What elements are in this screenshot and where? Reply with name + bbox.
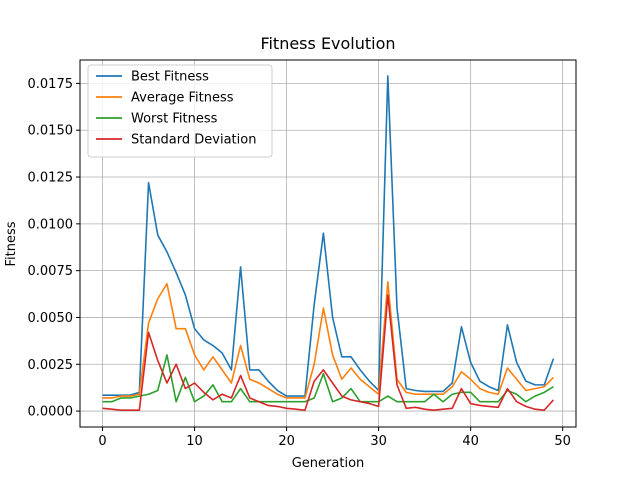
x-tick-label: 40 <box>462 434 479 449</box>
legend: Best Fitness Average Fitness Worst Fitness… <box>87 64 273 158</box>
legend-label: Average Fitness <box>131 91 234 106</box>
y-tick-label: 0.0175 <box>28 77 74 92</box>
legend-label: Worst Fitness <box>131 112 218 127</box>
x-tick-label: 10 <box>186 434 203 449</box>
series-line-standard-deviation <box>102 294 555 411</box>
legend-label: Standard Deviation <box>131 133 256 148</box>
chart-title: Fitness Evolution <box>260 34 395 53</box>
y-tick-label: 0.0075 <box>28 264 74 279</box>
axes: 0 10 20 30 40 50 0.0000 0.0025 0.0050 0.0075 0.010… <box>28 59 577 449</box>
y-tick-label: 0.0150 <box>28 124 74 139</box>
x-tick-label: 20 <box>278 434 295 449</box>
series-group <box>102 75 555 411</box>
series-line-worst-fitness <box>102 354 554 403</box>
y-tick-label: 0.0025 <box>28 358 74 373</box>
y-tick-label: 0.0000 <box>28 405 74 420</box>
y-tick-label: 0.0050 <box>28 311 74 326</box>
y-axis-label: Fitness <box>4 221 19 266</box>
legend-box <box>87 64 273 158</box>
x-tick-label: 0 <box>98 434 106 449</box>
plot-frame <box>79 59 577 428</box>
x-tick-label: 50 <box>554 434 571 449</box>
y-tick-label: 0.0125 <box>28 171 74 186</box>
series-line-best-fitness <box>102 75 555 397</box>
y-tick-label: 0.0100 <box>28 217 74 232</box>
x-tick-label: 30 <box>370 434 387 449</box>
legend-label: Best Fitness <box>131 70 209 85</box>
series-line-average-fitness <box>102 281 555 399</box>
x-axis-label: Generation <box>292 456 365 471</box>
